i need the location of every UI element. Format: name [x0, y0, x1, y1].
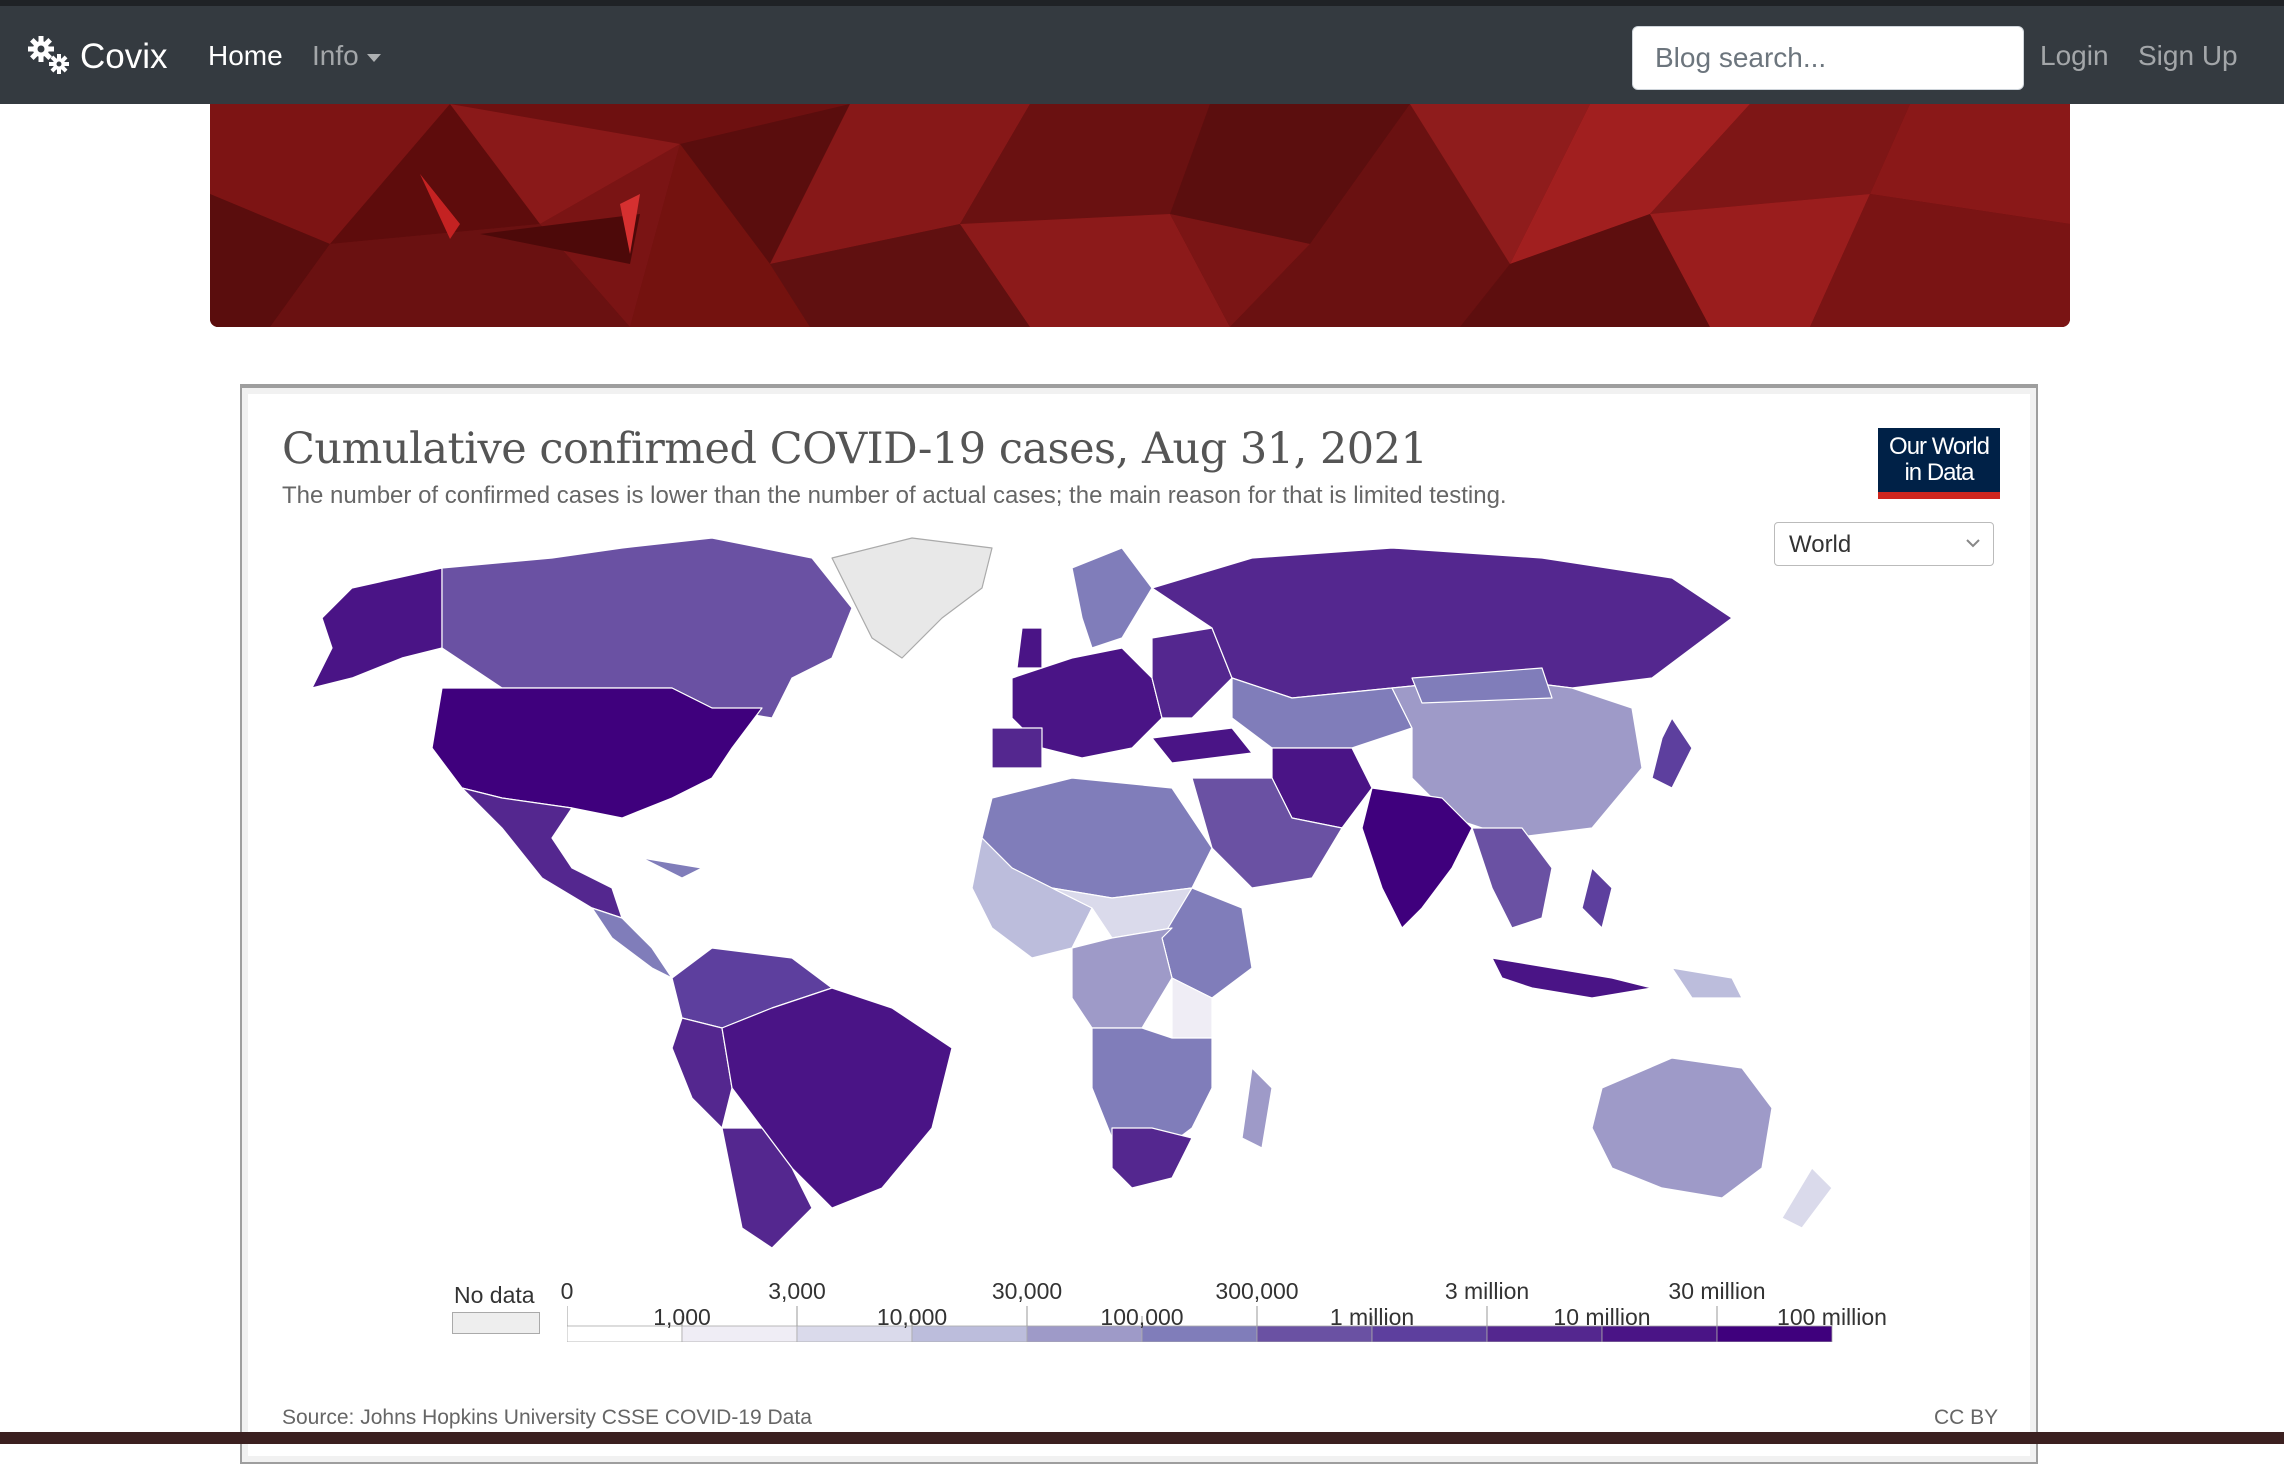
legend-label-lower: 10,000 [876, 1304, 948, 1330]
owid-logo[interactable]: Our World in Data [1878, 428, 2000, 499]
hero-banner [210, 104, 2070, 327]
owid-logo-line1: Our World [1889, 433, 1990, 460]
legend-label-upper: 30,000 [991, 1278, 1063, 1304]
legend-label-upper: 30 million [1668, 1278, 1766, 1304]
nav-info-label: Info [312, 40, 359, 71]
map-southeast-asia [1471, 827, 1553, 929]
map-philippines [1581, 867, 1613, 929]
chart-card: Cumulative confirmed COVID-19 cases, Aug… [240, 384, 2038, 1464]
legend-label-upper: 0 [560, 1278, 574, 1304]
map-alaska [311, 567, 443, 689]
legend-label-lower: 10 million [1553, 1304, 1651, 1330]
nav-info-dropdown[interactable]: Info [312, 40, 381, 72]
polygon-banner-image [210, 104, 2070, 327]
map-cuba [641, 857, 703, 879]
map-southern-africa [1091, 1027, 1213, 1159]
legend-label-upper: 3 million [1444, 1278, 1530, 1304]
caret-down-icon [366, 53, 381, 62]
blog-search-input[interactable] [1632, 26, 2024, 90]
legend-label-upper: 300,000 [1215, 1278, 1299, 1304]
legend-label-upper: 3,000 [768, 1278, 826, 1304]
map-australia [1591, 1057, 1773, 1199]
map-greenland [831, 537, 993, 659]
map-japan [1651, 717, 1693, 789]
region-select[interactable]: World [1774, 522, 1994, 566]
map-mexico [461, 787, 623, 919]
map-png [1671, 967, 1743, 999]
legend-label-lower: 1 million [1329, 1304, 1415, 1330]
map-new-zealand [1781, 1167, 1833, 1229]
legend-swatch [1716, 1325, 1833, 1342]
chart-source[interactable]: Source: Johns Hopkins University CSSE CO… [282, 1406, 812, 1429]
map-central-africa [1071, 927, 1173, 1029]
map-uk [1016, 627, 1043, 669]
chart-license[interactable]: CC BY [1934, 1406, 1999, 1429]
nav-home[interactable]: Home [208, 40, 283, 71]
window-bottom-edge [0, 1432, 2284, 1444]
map-turkey [1151, 727, 1253, 764]
brand-name: Covix [80, 37, 168, 76]
navbar: Covix Home Info Login Sign Up [0, 0, 2284, 104]
legend-color-bar [567, 1306, 1833, 1342]
chevron-down-icon [1966, 539, 1980, 548]
legend-label-lower: 100 million [1777, 1304, 1887, 1330]
map-mongolia [1411, 667, 1553, 704]
map-central-america [591, 907, 673, 979]
map-brazil [721, 987, 953, 1209]
map-arabia [1191, 777, 1343, 889]
region-select-value: World [1789, 531, 1852, 558]
map-kazakhstan [1231, 677, 1413, 749]
legend-label-lower: 100,000 [1100, 1304, 1184, 1330]
world-map[interactable] [292, 528, 1912, 1248]
map-indonesia [1491, 957, 1653, 999]
brand[interactable]: Covix [26, 32, 168, 82]
map-india [1361, 787, 1473, 929]
map-south-africa [1111, 1127, 1193, 1189]
legend-label-lower: 1,000 [653, 1304, 711, 1330]
map-scandinavia [1071, 547, 1153, 649]
map-iberia [991, 727, 1043, 769]
map-argentina [721, 1127, 813, 1248]
map-madagascar [1241, 1067, 1273, 1149]
gears-icon [28, 36, 69, 74]
nav-login[interactable]: Login [2040, 40, 2109, 71]
owid-logo-line2: in Data [1904, 459, 1974, 486]
legend-no-data-label: No data [454, 1282, 535, 1308]
legend-no-data-swatch [452, 1312, 540, 1334]
nav-signup[interactable]: Sign Up [2138, 40, 2238, 71]
chart-subtitle: The number of confirmed cases is lower t… [282, 482, 1507, 509]
chart-title: Cumulative confirmed COVID-19 cases, Aug… [282, 424, 1428, 474]
